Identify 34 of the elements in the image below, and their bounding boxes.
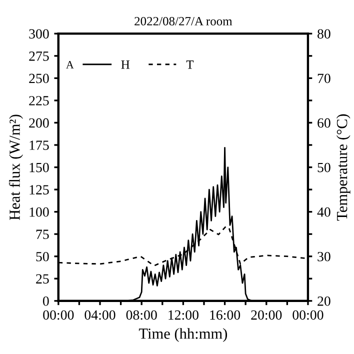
x-tick-label: 12:00 — [168, 310, 198, 320]
y-tick-label: 250 — [29, 74, 49, 84]
legend-label: T — [186, 60, 194, 69]
y2-tick-label: 80 — [318, 29, 330, 39]
y-tick-label: 0 — [42, 296, 49, 306]
x-tick-label: 20:00 — [251, 310, 282, 320]
y2-tick-label: 20 — [318, 296, 330, 306]
y2-tick-label: 70 — [318, 74, 330, 84]
chart-title: 2022/08/27/A room — [134, 16, 232, 26]
y-tick-label: 300 — [29, 29, 49, 39]
legend-title: A — [66, 61, 74, 68]
x-tick-label: 00:00 — [43, 310, 74, 320]
y2-axis-title: Temperature (°C) — [336, 114, 350, 221]
y-tick-label: 200 — [29, 118, 49, 128]
legend-label: H — [121, 60, 130, 69]
x-tick-label: 08:00 — [126, 310, 157, 320]
y2-tick-label: 40 — [317, 207, 330, 217]
y2-tick-label: 50 — [318, 162, 330, 172]
y-tick-label: 50 — [36, 252, 49, 262]
y-tick-label: 25 — [36, 274, 49, 284]
y-tick-label: 225 — [29, 96, 49, 106]
x-axis-title: Time (hh:mm) — [138, 328, 228, 342]
y-tick-label: 75 — [36, 230, 49, 240]
y2-tick-label: 60 — [318, 118, 330, 128]
x-tick-label: 16:00 — [210, 310, 240, 320]
y-tick-label: 100 — [30, 207, 49, 217]
y-tick-label: 125 — [30, 185, 49, 194]
y-tick-label: 150 — [30, 162, 49, 172]
y-tick-label: 175 — [30, 140, 49, 150]
y2-tick-label: 30 — [318, 252, 330, 262]
y-axis-title: Heat flux (W/m²) — [8, 114, 23, 220]
x-tick-label: 00:00 — [292, 310, 324, 320]
y-tick-label: 275 — [29, 52, 49, 61]
x-tick-label: 04:00 — [84, 310, 116, 320]
